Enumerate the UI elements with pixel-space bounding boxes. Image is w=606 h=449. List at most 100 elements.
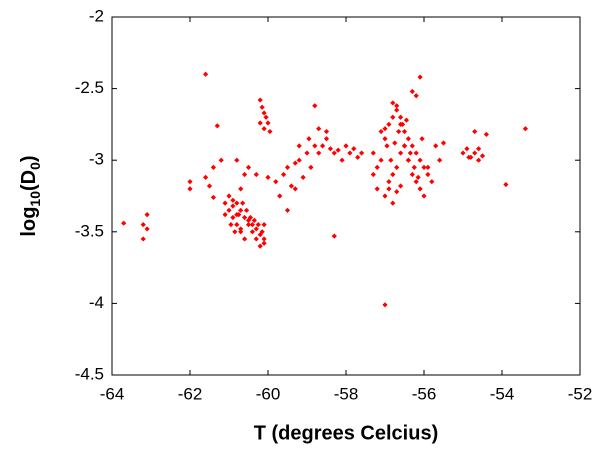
point	[331, 233, 337, 239]
point	[503, 181, 509, 188]
point	[121, 220, 127, 226]
point	[323, 128, 330, 135]
point	[234, 200, 240, 206]
point	[398, 150, 404, 156]
point	[281, 171, 287, 178]
point	[407, 150, 413, 156]
point	[242, 171, 248, 178]
point	[331, 150, 337, 156]
point	[284, 164, 291, 170]
point	[390, 200, 396, 206]
point	[472, 128, 478, 135]
point	[261, 110, 267, 116]
point	[284, 207, 291, 213]
point	[390, 171, 396, 178]
point	[140, 222, 146, 228]
x-tick-label: -54	[490, 384, 515, 403]
point	[245, 222, 252, 228]
point	[263, 114, 269, 120]
point	[242, 236, 248, 242]
point	[343, 143, 349, 149]
point	[386, 186, 392, 192]
point	[394, 107, 400, 113]
point	[210, 164, 216, 170]
point	[433, 143, 439, 149]
point	[417, 74, 423, 80]
point	[218, 157, 224, 163]
point	[232, 229, 238, 235]
point	[230, 203, 236, 209]
point	[359, 150, 365, 156]
point	[206, 183, 213, 189]
point	[230, 197, 236, 203]
x-tick-label: -56	[412, 384, 437, 403]
point	[398, 121, 404, 127]
point	[405, 157, 411, 163]
point	[382, 126, 388, 132]
point	[214, 123, 220, 129]
point	[300, 174, 306, 180]
point	[243, 207, 250, 213]
x-tick-label: -60	[256, 384, 281, 403]
y-tick-label: -2.5	[75, 78, 104, 97]
point	[417, 157, 423, 163]
point	[409, 143, 415, 149]
point	[288, 183, 294, 189]
x-tick-label: -62	[178, 384, 203, 403]
y-label-part: 10	[27, 191, 43, 207]
point	[374, 186, 380, 192]
point	[413, 179, 419, 185]
point	[386, 121, 392, 127]
point	[476, 157, 482, 163]
point	[320, 143, 326, 149]
point	[347, 150, 353, 156]
x-tick-label: -52	[568, 384, 593, 403]
point	[327, 146, 333, 152]
point	[257, 120, 263, 126]
point	[251, 217, 257, 223]
point	[247, 214, 254, 221]
point	[398, 114, 404, 120]
point	[222, 200, 228, 206]
point	[277, 193, 283, 199]
point	[413, 93, 419, 99]
point	[351, 146, 357, 152]
y-label-part: log	[18, 207, 40, 237]
point	[339, 157, 345, 163]
point	[308, 164, 314, 170]
point	[384, 143, 390, 149]
point	[257, 243, 263, 249]
y-tick-label: -4	[89, 293, 104, 312]
point	[411, 164, 417, 170]
point	[370, 150, 376, 156]
point	[382, 302, 388, 308]
point	[419, 136, 425, 142]
point	[392, 140, 398, 146]
point	[394, 189, 400, 195]
point	[425, 164, 431, 170]
point	[261, 222, 267, 228]
point	[390, 114, 396, 120]
point	[253, 171, 259, 178]
point	[265, 174, 271, 180]
point	[265, 120, 271, 126]
point	[242, 214, 248, 221]
y-label-part: )	[18, 155, 40, 162]
point	[187, 179, 193, 185]
point	[382, 193, 388, 199]
point	[292, 160, 298, 166]
point	[425, 171, 431, 178]
point	[394, 103, 400, 109]
point	[238, 229, 244, 235]
point	[476, 146, 482, 152]
point	[401, 128, 408, 135]
point	[421, 164, 427, 170]
point	[267, 128, 273, 135]
point	[257, 97, 263, 103]
y-tick-label: -3.5	[75, 221, 104, 240]
point	[437, 157, 443, 163]
point	[203, 71, 209, 77]
point	[253, 236, 259, 242]
point	[378, 128, 384, 135]
